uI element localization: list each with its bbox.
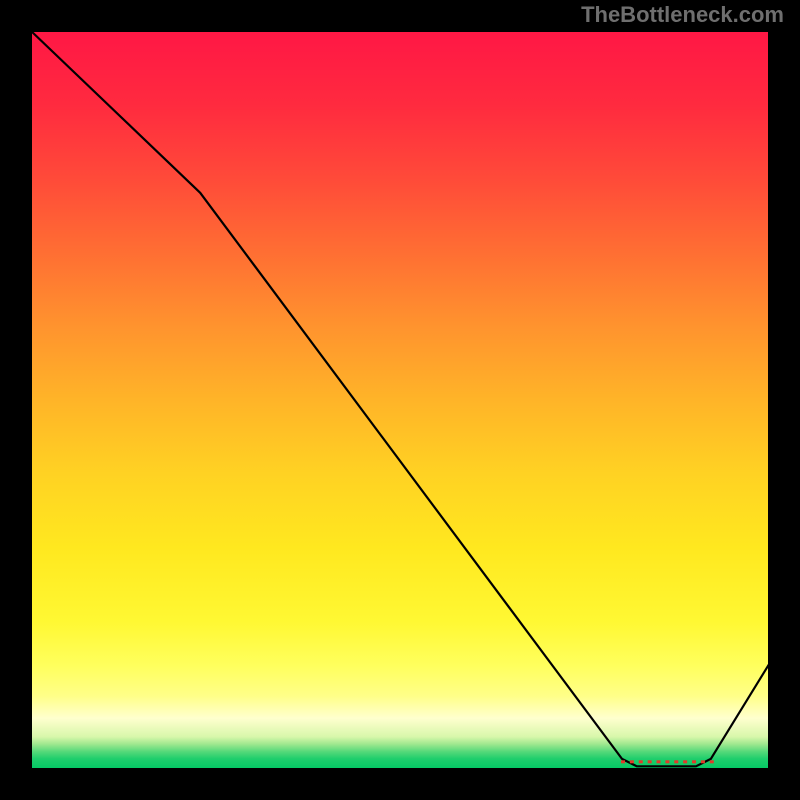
- watermark-text: TheBottleneck.com: [581, 2, 784, 28]
- flat-tick: [665, 760, 669, 763]
- flat-tick: [621, 760, 625, 763]
- bottleneck-chart: [0, 0, 800, 800]
- flat-tick: [701, 760, 705, 763]
- flat-tick: [683, 760, 687, 763]
- flat-tick: [674, 760, 678, 763]
- flat-tick: [648, 760, 652, 763]
- flat-tick: [639, 760, 643, 763]
- flat-tick: [657, 760, 661, 763]
- flat-tick: [710, 760, 714, 763]
- flat-tick: [692, 760, 696, 763]
- flat-tick: [630, 760, 634, 763]
- plot-background: [30, 30, 770, 770]
- chart-container: TheBottleneck.com: [0, 0, 800, 800]
